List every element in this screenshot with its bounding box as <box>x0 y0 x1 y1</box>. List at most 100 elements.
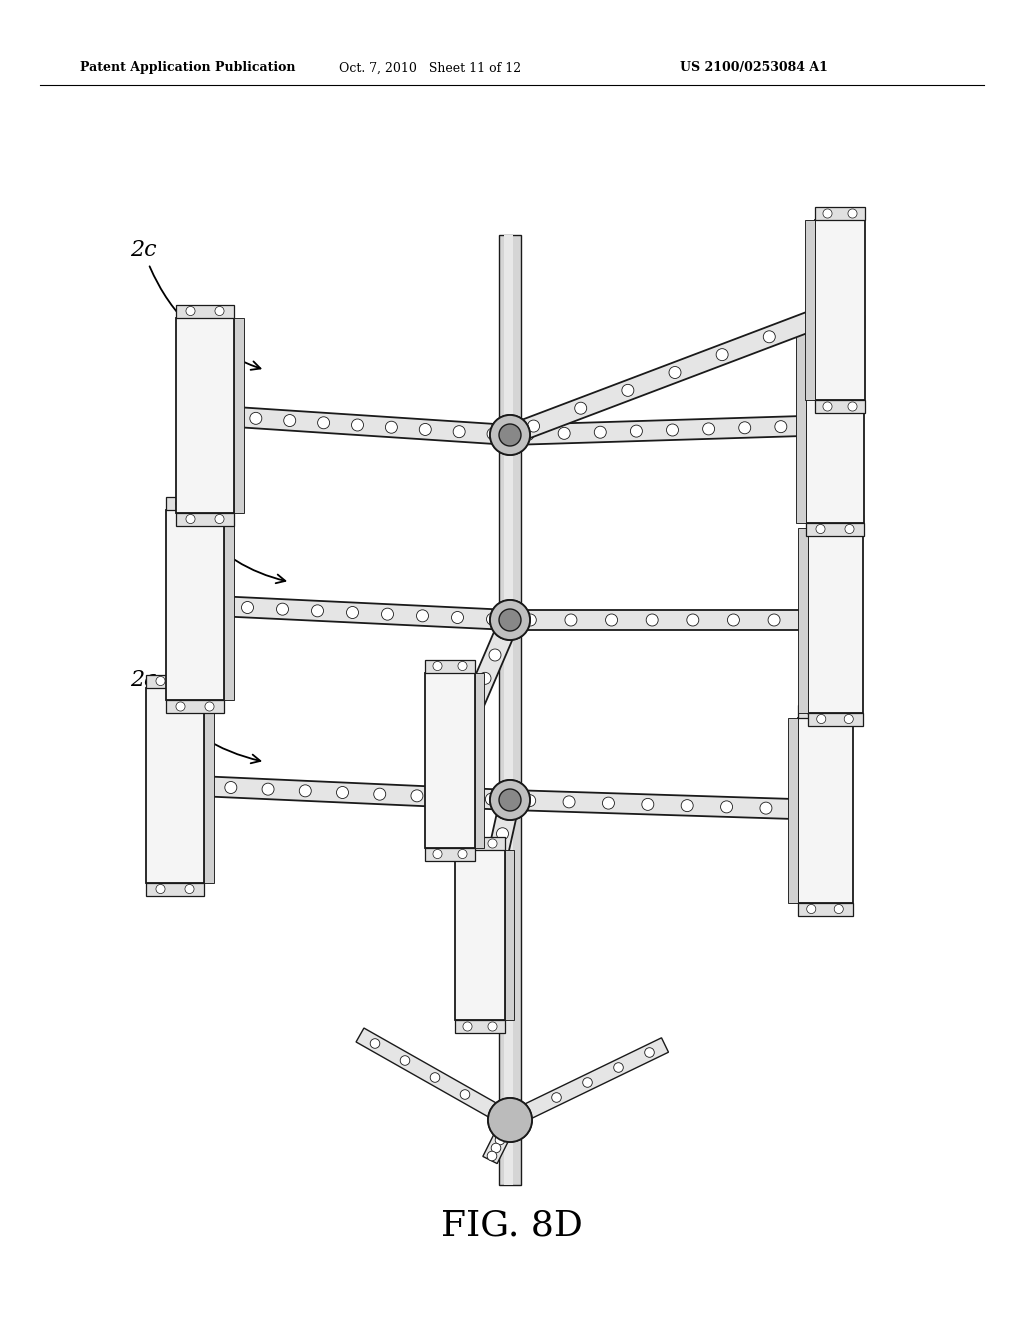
Circle shape <box>488 840 497 847</box>
Circle shape <box>242 602 254 614</box>
Circle shape <box>176 702 185 711</box>
Polygon shape <box>798 528 808 713</box>
Circle shape <box>499 789 521 810</box>
Circle shape <box>809 614 820 626</box>
Circle shape <box>489 649 501 661</box>
Circle shape <box>558 428 570 440</box>
Circle shape <box>317 417 330 429</box>
Circle shape <box>763 331 775 343</box>
Circle shape <box>527 420 540 432</box>
Circle shape <box>488 1022 497 1031</box>
Circle shape <box>417 610 428 622</box>
Polygon shape <box>176 318 234 512</box>
Polygon shape <box>806 523 864 536</box>
Polygon shape <box>808 515 862 528</box>
Polygon shape <box>510 414 836 445</box>
Polygon shape <box>815 207 865 220</box>
Circle shape <box>262 783 274 795</box>
Circle shape <box>844 516 853 525</box>
Circle shape <box>681 800 693 812</box>
Circle shape <box>817 516 825 525</box>
Circle shape <box>216 411 228 422</box>
Circle shape <box>646 614 658 626</box>
Circle shape <box>817 714 825 723</box>
Circle shape <box>574 403 587 414</box>
Circle shape <box>411 789 423 801</box>
Polygon shape <box>798 705 853 718</box>
Circle shape <box>433 850 442 858</box>
Circle shape <box>490 1106 500 1117</box>
Polygon shape <box>815 220 865 400</box>
Circle shape <box>563 796 575 808</box>
Circle shape <box>382 609 393 620</box>
Circle shape <box>807 706 816 715</box>
Circle shape <box>156 676 165 685</box>
Circle shape <box>452 611 464 623</box>
Circle shape <box>594 426 606 438</box>
Circle shape <box>490 780 530 820</box>
Circle shape <box>385 421 397 433</box>
Bar <box>499 235 521 1185</box>
Circle shape <box>185 676 195 685</box>
Circle shape <box>185 884 195 894</box>
Polygon shape <box>806 314 864 327</box>
Circle shape <box>520 1107 530 1117</box>
Circle shape <box>687 614 698 626</box>
Circle shape <box>186 306 195 315</box>
Circle shape <box>433 661 442 671</box>
Circle shape <box>645 1048 654 1057</box>
Circle shape <box>775 421 786 433</box>
Circle shape <box>187 780 200 792</box>
Circle shape <box>768 614 780 626</box>
Circle shape <box>469 696 481 708</box>
Circle shape <box>702 422 715 434</box>
Circle shape <box>811 420 823 432</box>
Circle shape <box>346 606 358 619</box>
Polygon shape <box>166 700 224 713</box>
Circle shape <box>800 804 811 816</box>
Circle shape <box>374 788 386 800</box>
Circle shape <box>669 367 681 379</box>
Circle shape <box>602 797 614 809</box>
Polygon shape <box>510 789 825 820</box>
Circle shape <box>835 904 844 913</box>
Circle shape <box>284 414 296 426</box>
Circle shape <box>583 1077 592 1088</box>
Circle shape <box>207 599 218 612</box>
Circle shape <box>499 609 521 631</box>
Polygon shape <box>455 1020 505 1034</box>
Circle shape <box>522 429 535 441</box>
Circle shape <box>605 614 617 626</box>
Circle shape <box>721 801 732 813</box>
Polygon shape <box>815 400 865 413</box>
Circle shape <box>523 795 536 807</box>
Circle shape <box>463 1022 472 1031</box>
Circle shape <box>225 781 237 793</box>
Circle shape <box>490 780 530 820</box>
Circle shape <box>186 515 195 524</box>
Circle shape <box>458 850 467 858</box>
Polygon shape <box>356 1028 514 1127</box>
Polygon shape <box>808 528 862 713</box>
Polygon shape <box>798 718 853 903</box>
Polygon shape <box>805 220 815 400</box>
Circle shape <box>835 706 844 715</box>
Polygon shape <box>234 318 244 512</box>
Polygon shape <box>176 305 234 318</box>
Circle shape <box>848 209 857 218</box>
Polygon shape <box>425 672 475 847</box>
Circle shape <box>486 873 499 884</box>
Polygon shape <box>796 327 806 523</box>
Circle shape <box>552 1093 561 1102</box>
Polygon shape <box>440 616 519 764</box>
Text: US 2100/0253084 A1: US 2100/0253084 A1 <box>680 62 827 74</box>
Circle shape <box>337 787 348 799</box>
Text: 2a: 2a <box>130 669 260 763</box>
Polygon shape <box>176 512 234 525</box>
Circle shape <box>476 917 488 929</box>
Circle shape <box>488 1098 532 1142</box>
Circle shape <box>738 422 751 434</box>
Polygon shape <box>505 850 514 1020</box>
Polygon shape <box>798 903 853 916</box>
Circle shape <box>311 605 324 616</box>
